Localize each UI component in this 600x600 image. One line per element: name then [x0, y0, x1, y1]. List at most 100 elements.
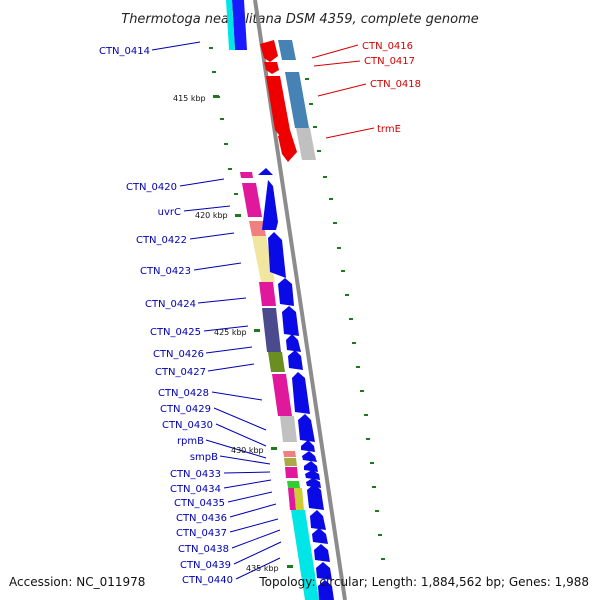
gc-skew-tick [309, 103, 313, 105]
gc-skew-tick [360, 390, 364, 392]
gene-label: CTN_0414 [99, 46, 150, 57]
cog-segment [294, 488, 304, 510]
forward-gene-arrow [301, 440, 315, 452]
gc-skew-tick [212, 71, 216, 73]
gene-label: CTN_0422 [136, 235, 187, 246]
forward-gene-arrow [306, 478, 321, 488]
gc-skew-tick [317, 150, 321, 152]
gc-skew-tick [356, 366, 360, 368]
gc-skew-tick [224, 143, 228, 145]
cog-segment [240, 172, 253, 178]
gene-label: CTN_0428 [158, 388, 209, 399]
position-label: 425 kbp [214, 328, 247, 337]
forward-gene-arrow [305, 470, 320, 480]
forward-genes [258, 168, 334, 600]
forward-gene-arrow [316, 562, 332, 580]
forward-gene-arrow [304, 461, 318, 472]
gene-label: CTN_0434 [170, 484, 221, 495]
gc-skew-tick [378, 534, 382, 536]
cog-segment [296, 128, 316, 160]
gc-skew-tick [220, 118, 224, 120]
map-title: Thermotoga neapolitana DSM 4359, complet… [121, 12, 479, 27]
gc-skew-tick [372, 486, 376, 488]
cog-segment [242, 183, 262, 217]
forward-gene-arrow [307, 484, 324, 510]
position-tick [235, 214, 241, 217]
forward-gene-arrow [310, 510, 326, 530]
gene-label: smpB [190, 452, 218, 463]
cog-segment [283, 451, 296, 457]
forward-gene-arrow [314, 544, 330, 562]
cog-segment [291, 510, 319, 600]
gc-skew-tick [349, 318, 353, 320]
gene-label: CTN_0437 [176, 528, 227, 539]
gene-label: CTN_0416 [362, 41, 413, 52]
left-leader-lines [151, 41, 282, 580]
position-label: 435 kbp [246, 564, 279, 573]
cog-segment [285, 467, 298, 478]
forward-gene-arrow [286, 334, 301, 352]
topology-summary: Topology: circular; Length: 1,884,562 bp… [258, 575, 589, 589]
gene-label: uvrC [158, 207, 181, 218]
cog-segment [268, 352, 285, 372]
forward-gene-arrow [268, 232, 286, 278]
gc-skew-tick [209, 47, 213, 49]
gene-label: CTN_0429 [160, 404, 211, 415]
gene-label: CTN_0427 [155, 367, 206, 378]
gc-skew-track [209, 47, 385, 560]
gene-label: trmE [377, 124, 401, 135]
reverse-gene-arrow [266, 76, 290, 140]
gc-skew-tick [323, 176, 327, 178]
gc-skew-tick [381, 558, 385, 560]
cog-segment [280, 416, 297, 442]
gc-skew-tick [364, 414, 368, 416]
forward-gene-arrow [288, 350, 303, 370]
gene-label: CTN_0420 [126, 182, 177, 193]
position-label: 430 kbp [231, 446, 264, 455]
gc-skew-tick [375, 510, 379, 512]
reverse-gene-arrow [264, 62, 279, 74]
position-tick [287, 565, 293, 568]
forward-gene-arrow [298, 414, 315, 442]
forward-gene-arrow [318, 580, 334, 600]
gc-skew-tick [370, 462, 374, 464]
right-leader-lines [311, 44, 375, 139]
gc-skew-tick [345, 294, 349, 296]
cog-segment [262, 308, 281, 352]
gene-label: CTN_0424 [145, 299, 196, 310]
gc-skew-tick [333, 222, 337, 224]
gc-skew-tick [305, 78, 309, 80]
gene-label: CTN_0430 [162, 420, 213, 431]
forward-gene-arrow [312, 528, 328, 544]
position-tick [254, 329, 260, 332]
position-tick [271, 447, 277, 450]
forward-gene-arrow [262, 180, 278, 230]
cog-segment [287, 481, 300, 488]
cog-segment [226, 0, 235, 50]
forward-gene-arrow [292, 372, 310, 414]
gc-skew-tick [313, 126, 317, 128]
forward-gene-arrow [258, 168, 273, 175]
gene-label: CTN_0426 [153, 349, 204, 360]
gene-label: CTN_0435 [174, 498, 225, 509]
gc-skew-tick [337, 247, 341, 249]
gene-label: CTN_0425 [150, 327, 201, 338]
gc-skew-tick [352, 342, 356, 344]
cog-segment [252, 236, 275, 282]
reverse-gene-arrow [278, 130, 297, 162]
position-label: 420 kbp [195, 211, 228, 220]
gc-skew-tick [329, 198, 333, 200]
gc-skew-tick [228, 168, 232, 170]
cog-track [226, 0, 319, 600]
cog-segment [272, 374, 292, 416]
gc-skew-tick [234, 193, 238, 195]
gene-label: CTN_0417 [364, 56, 415, 67]
gene-label: CTN_0439 [180, 560, 231, 571]
cog-segment [285, 72, 309, 128]
forward-gene-arrow [282, 306, 299, 336]
position-tick [213, 95, 219, 98]
cog-segment [278, 40, 296, 60]
cog-segment [249, 221, 266, 236]
gene-label: CTN_0418 [370, 79, 421, 90]
